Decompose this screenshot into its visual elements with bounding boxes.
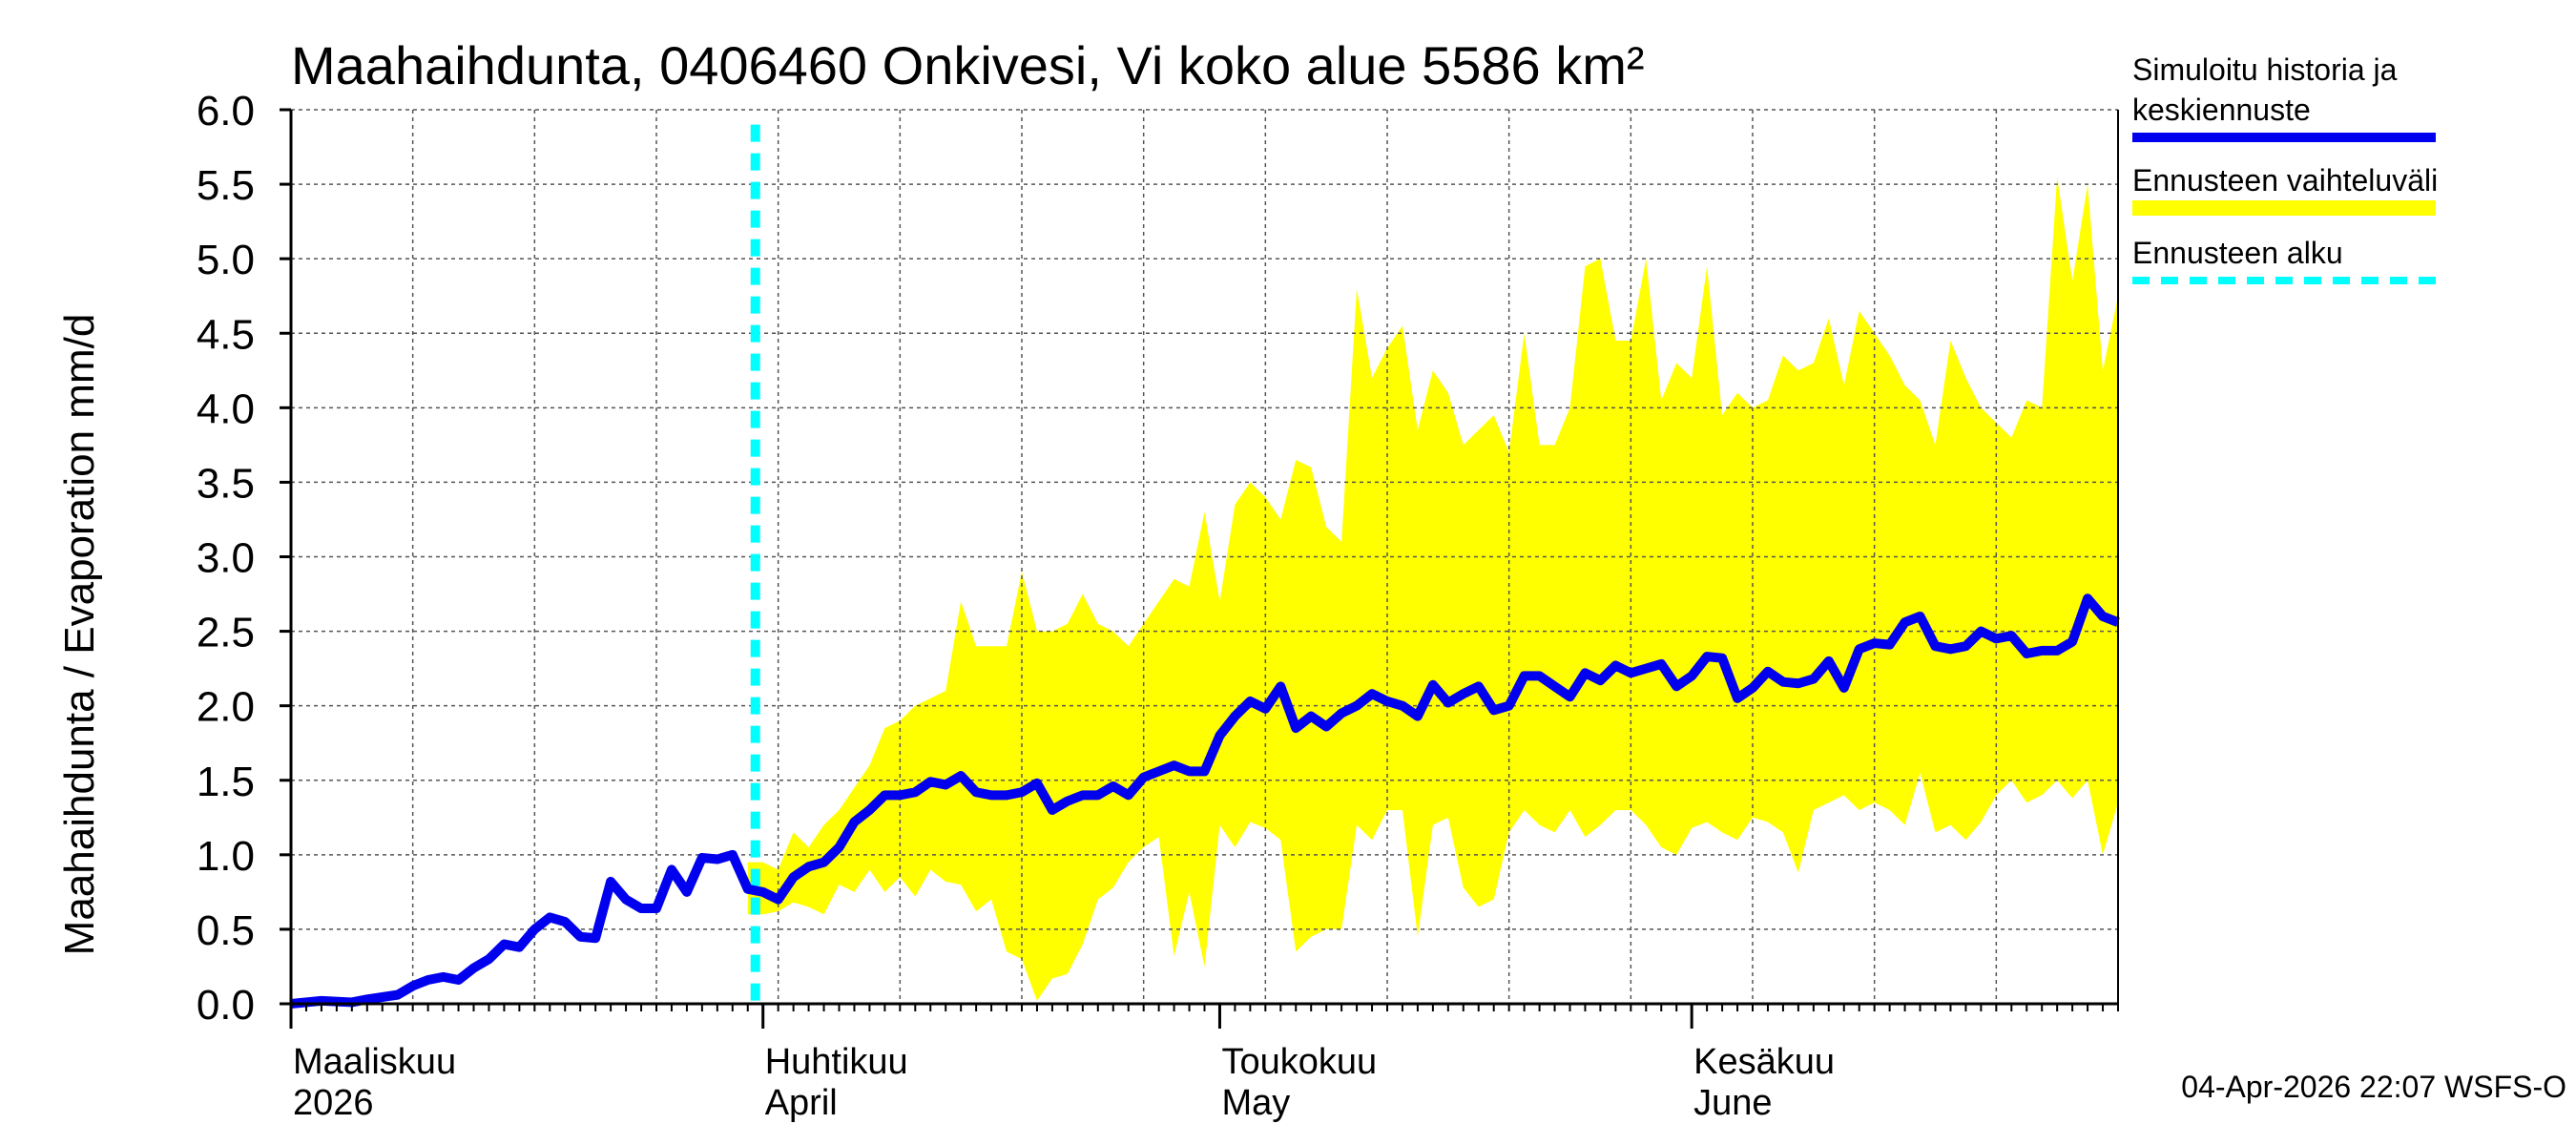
y-tick-label: 4.5 xyxy=(197,311,255,358)
y-tick-label: 3.5 xyxy=(197,460,255,507)
chart-axes xyxy=(280,108,2119,1029)
y-tick-label: 3.0 xyxy=(197,535,255,582)
x-month-sublabel: April xyxy=(765,1083,838,1123)
x-month-sublabel: May xyxy=(1221,1083,1290,1123)
y-tick-label: 1.0 xyxy=(197,833,255,880)
y-tick-label: 0.0 xyxy=(197,982,255,1029)
x-month-label: Toukokuu xyxy=(1221,1042,1377,1082)
y-tick-label: 4.0 xyxy=(197,385,255,432)
legend-history-label-line1: Simuloitu historia ja xyxy=(2132,52,2398,87)
chart-title: Maahaihdunta, 0406460 Onkivesi, Vi koko … xyxy=(291,35,1645,95)
y-tick-label: 5.5 xyxy=(197,162,255,209)
x-month-label: Huhtikuu xyxy=(765,1042,908,1082)
y-tick-labels: 0.0 0.5 1.0 1.5 2.0 2.5 3.0 3.5 4.0 4.5 5.0 5.5 6.0 xyxy=(197,88,255,1029)
y-tick-label: 6.0 xyxy=(197,88,255,135)
timestamp-footer: 04-Apr-2026 22:07 WSFS-O xyxy=(2181,1070,2566,1104)
legend-history-label-line2: keskiennuste xyxy=(2132,93,2311,127)
x-month-label: Maaliskuu xyxy=(293,1042,456,1082)
x-month-label: Kesäkuu xyxy=(1693,1042,1835,1082)
x-month-sublabel: 2026 xyxy=(293,1083,374,1123)
y-tick-label: 5.0 xyxy=(197,237,255,283)
y-tick-label: 2.5 xyxy=(197,610,255,656)
y-tick-label: 1.5 xyxy=(197,759,255,805)
y-tick-label: 0.5 xyxy=(197,907,255,954)
forecast-range-band xyxy=(747,177,2118,1001)
series-lines xyxy=(290,593,2120,1009)
chart-grid xyxy=(291,109,2118,1004)
x-month-sublabel: June xyxy=(1693,1083,1772,1123)
y-axis-label: Maahaihdunta / Evaporation mm/d xyxy=(56,314,103,956)
legend-range-label: Ennusteen vaihteluväli xyxy=(2132,163,2438,198)
series-line-mean-forecast xyxy=(290,593,2120,1009)
chart-legend: Simuloitu historia ja keskiennuste Ennus… xyxy=(2132,52,2438,284)
legend-forecast-start-label: Ennusteen alku xyxy=(2132,236,2343,270)
y-tick-label: 2.0 xyxy=(197,684,255,731)
forecast-range-area xyxy=(747,177,2118,1001)
